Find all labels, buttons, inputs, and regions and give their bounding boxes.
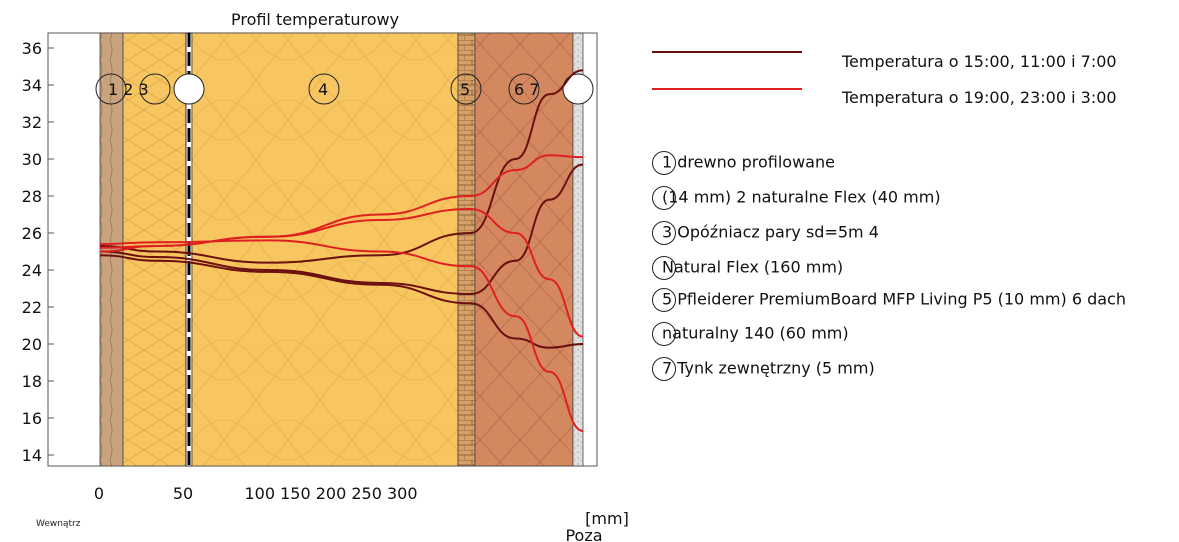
y-tick-label: 14 — [22, 446, 42, 465]
temperature-series-2 — [99, 163, 584, 296]
y-tick-label: 22 — [22, 298, 42, 317]
y-tick-label: 34 — [22, 76, 42, 95]
y-tick-label: 26 — [22, 224, 42, 243]
circle-icon — [652, 288, 676, 312]
y-tick-label: 30 — [22, 150, 42, 169]
legend-label-night: Temperatura o 19:00, 23:00 i 3:00 — [842, 88, 1117, 107]
layer-number-6-7: 6 7 — [514, 80, 539, 99]
circle-icon — [652, 221, 676, 245]
layer-number-4: 4 — [318, 80, 328, 99]
x-tick-100-300: 100 150 200 250 300 — [244, 484, 417, 503]
y-tick-label: 28 — [22, 187, 42, 206]
y-tick-label: 16 — [22, 409, 42, 428]
x-axis-label: [mm] — [585, 509, 629, 528]
layer-markers — [95, 73, 594, 105]
layer-number-5: 5 — [460, 80, 470, 99]
temperature-series-5 — [99, 207, 584, 338]
outside-label: Poza — [565, 526, 602, 542]
circle-icon — [652, 357, 676, 381]
material-item: naturalny 140 (60 mm) — [652, 322, 849, 346]
chart-title: Profil temperaturowy — [231, 10, 399, 29]
material-item: (14 mm) 2 naturalne Flex (40 mm) — [652, 186, 941, 210]
y-tick-label: 24 — [22, 261, 42, 280]
layer-plaster — [572, 32, 584, 467]
y-tick-label: 32 — [22, 113, 42, 132]
x-tick-0: 0 — [94, 484, 104, 503]
circle-icon — [652, 186, 676, 210]
layer-number-1-2-3: 1 2 3 — [108, 80, 149, 99]
y-tick-label: 18 — [22, 372, 42, 391]
material-item: 1 drewno profilowane — [652, 151, 835, 175]
temperature-curves — [99, 69, 584, 432]
inside-label: Wewnątrz — [36, 519, 81, 529]
material-item: Natural Flex (160 mm) — [652, 256, 843, 280]
temperature-series-6 — [99, 239, 584, 432]
temperature-series-1 — [99, 69, 584, 264]
circle-icon — [652, 151, 676, 175]
material-item: 5 Pfleiderer PremiumBoard MFP Living P5 … — [652, 288, 1126, 312]
y-axis: 14 16 18 20 22 24 26 28 30 32 34 36 — [22, 39, 54, 465]
circle-icon — [652, 322, 676, 346]
y-tick-label: 36 — [22, 39, 42, 58]
temperature-series-3 — [99, 254, 584, 349]
legend-label-day: Temperatura o 15:00, 11:00 i 7:00 — [842, 52, 1117, 71]
y-tick-label: 20 — [22, 335, 42, 354]
x-tick-50: 50 — [173, 484, 193, 503]
material-item: 7 Tynk zewnętrzny (5 mm) — [652, 357, 875, 381]
material-item: 3 Opóźniacz pary sd=5m 4 — [652, 221, 879, 245]
circle-icon — [652, 256, 676, 280]
